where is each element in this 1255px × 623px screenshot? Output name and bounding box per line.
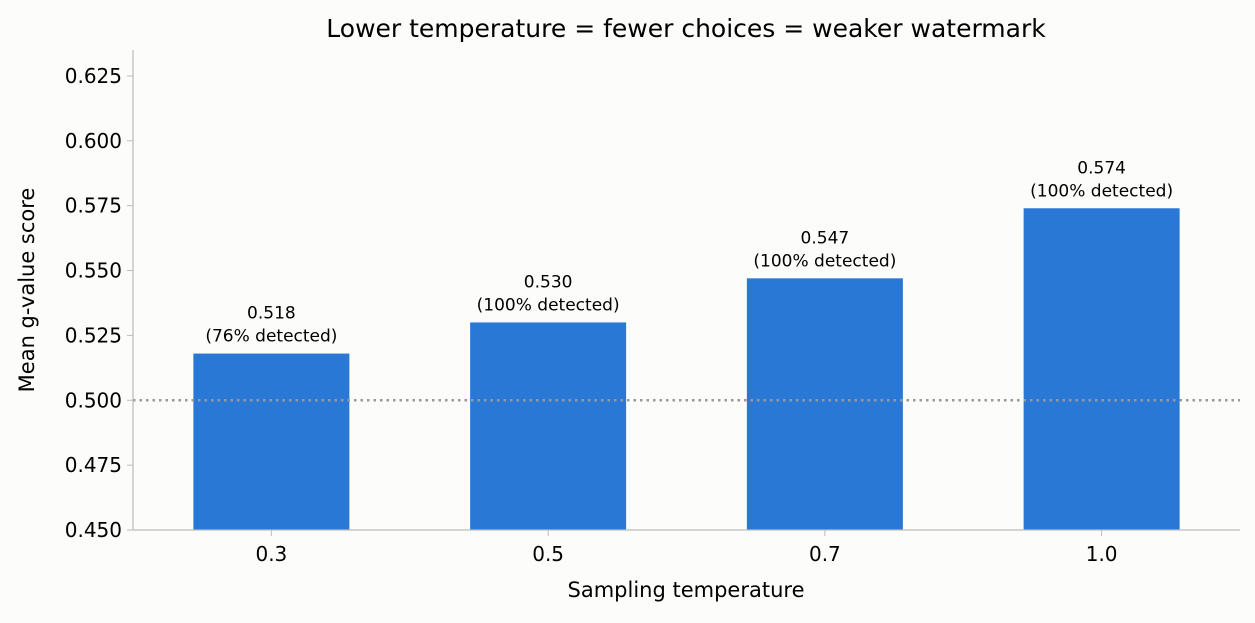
y-tick-label: 0.625 [65,64,122,88]
bar-1.0 [1023,208,1180,530]
bar-value-label-0.7: 0.547 [801,228,850,248]
plot-area: 0.518 (76% detected) 0.3 0.530 (100% detecte… [65,50,1240,566]
y-tick-label: 0.600 [65,129,122,153]
bar-value-label-0.5: 0.530 [524,272,573,292]
y-axis-label: Mean g-value score [15,188,39,393]
bar-0.7 [746,278,903,530]
bar-detection-label-0.5: (100% detected) [477,295,620,315]
bar-value-label-1.0: 0.574 [1077,158,1126,178]
x-tick-label-0.7: 0.7 [809,542,841,566]
bar-detection-label-0.7: (100% detected) [753,251,896,271]
bar-detection-label-1.0: (100% detected) [1030,181,1173,201]
x-tick-label-1.0: 1.0 [1086,542,1118,566]
y-tick-label: 0.550 [65,259,122,283]
bar-0.5 [470,322,627,530]
y-tick-label: 0.500 [65,388,122,412]
y-tick-label: 0.575 [65,194,122,218]
bar-0.3 [193,353,350,530]
bar-value-label-0.3: 0.518 [247,304,296,324]
y-tick-label: 0.450 [65,518,122,542]
x-tick-label-0.3: 0.3 [255,542,287,566]
y-tick-label: 0.475 [65,453,122,477]
x-axis-label: Sampling temperature [568,578,805,602]
x-tick-label-0.5: 0.5 [532,542,564,566]
chart-title: Lower temperature = fewer choices = weak… [326,14,1046,43]
y-tick-label: 0.525 [65,323,122,347]
bar-detection-label-0.3: (76% detected) [205,327,337,347]
